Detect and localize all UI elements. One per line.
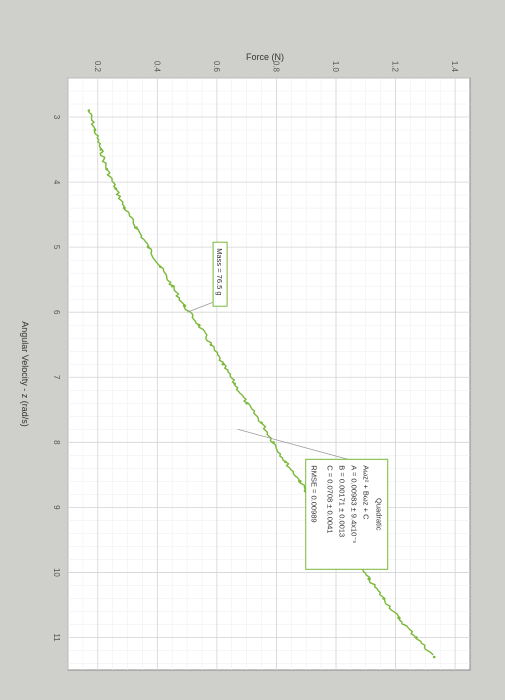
x-tick-label: 10 <box>52 568 61 577</box>
y-tick-label: 0.6 <box>212 61 221 73</box>
fit-rmse: RMSE = 0.00989 <box>310 465 319 522</box>
data-point <box>182 304 186 307</box>
y-tick-label: 1.4 <box>450 61 459 73</box>
data-point <box>432 655 436 659</box>
data-point <box>284 460 287 464</box>
grid <box>67 77 470 670</box>
data-point <box>93 128 97 132</box>
data-point <box>209 343 213 347</box>
mass-label-box <box>212 241 228 307</box>
mass-label: Mass = 76.5 g <box>215 248 224 295</box>
fit-leader-line <box>237 428 348 460</box>
data-point <box>197 323 201 327</box>
data-point <box>233 382 237 386</box>
fit-title: Quadratic <box>375 498 384 531</box>
mass-leader-line <box>186 301 214 313</box>
fit-box <box>305 458 389 570</box>
fit-equation: Aωz² + Bωz + C <box>362 465 371 520</box>
y-tick-label: 1.0 <box>331 61 340 73</box>
y-axis-label: Force (N) <box>246 52 284 62</box>
data-point <box>123 206 126 210</box>
x-tick-labels: 3 4 5 6 7 8 9 10 11 <box>52 115 61 642</box>
x-tick-label: 8 <box>52 440 61 445</box>
x-tick-label: 3 <box>52 115 61 120</box>
plot-area <box>67 77 471 671</box>
data-point <box>272 441 275 444</box>
data-point <box>397 616 400 620</box>
data-point <box>382 597 385 600</box>
data-point <box>87 109 91 112</box>
fit-param-b: B = 0.00171 ± 0.0013 <box>338 465 347 537</box>
data-point <box>105 167 109 171</box>
data-point <box>114 187 117 190</box>
x-tick-label: 6 <box>52 310 61 315</box>
x-tick-label: 9 <box>52 505 61 510</box>
y-tick-label: 0.2 <box>93 61 102 73</box>
fit-param-c: C = 0.0708 ± 0.0041 <box>326 465 335 533</box>
data-point <box>260 421 263 425</box>
data-point <box>147 245 150 249</box>
y-tick-label: 0.8 <box>271 61 280 73</box>
y-tick-label: 0.4 <box>152 61 161 73</box>
x-tick-label: 11 <box>52 633 61 642</box>
data-point <box>99 148 103 151</box>
data-point <box>367 577 371 581</box>
data-point <box>298 480 302 483</box>
rotated-chart: 3 4 5 6 7 8 9 10 11 0.2 0.4 0.6 0.8 1.0 1.2 1.4 Angula… <box>20 52 471 671</box>
x-tick-label: 5 <box>52 245 61 250</box>
fit-param-a: A = 0.00983 ± 9.4x10⁻⁵ <box>350 465 359 543</box>
x-tick-label: 4 <box>52 180 61 185</box>
x-tick-label: 7 <box>52 375 61 380</box>
data-point <box>415 636 418 639</box>
data-point <box>170 284 174 288</box>
data-point <box>245 401 248 405</box>
x-axis-label: Angular Velocity - z (rad/s) <box>20 321 30 427</box>
data-point <box>135 226 138 229</box>
y-tick-label: 1.2 <box>391 61 400 73</box>
data-point <box>221 362 225 366</box>
y-tick-labels: 0.2 0.4 0.6 0.8 1.0 1.2 1.4 <box>93 61 459 73</box>
annotation-mass: Mass = 76.5 g <box>186 241 228 313</box>
annotation-quadratic-fit: Quadratic Aωz² + Bωz + C A = 0.00983 ± 9… <box>237 428 389 570</box>
data-point <box>159 265 162 268</box>
